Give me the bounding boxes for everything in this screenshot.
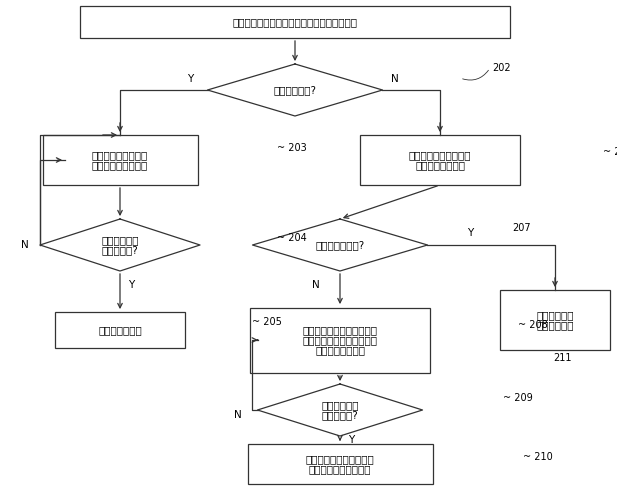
- Text: 202: 202: [492, 63, 511, 73]
- Text: ~ 205: ~ 205: [252, 317, 282, 327]
- Text: 暂不响应净化: 暂不响应净化: [536, 310, 574, 320]
- Text: 与设定温度值比较: 与设定温度值比较: [415, 160, 465, 170]
- Bar: [80, 6, 510, 38]
- Text: 号、启动臭氧发生器: 号、启动臭氧发生器: [92, 160, 148, 170]
- Text: 关闭室内机出风口、停止: 关闭室内机出风口、停止: [305, 454, 375, 464]
- Text: 检测室内环境温度值，: 检测室内环境温度值，: [408, 150, 471, 160]
- Text: ~ 209: ~ 209: [503, 393, 532, 403]
- Bar: [247, 444, 433, 484]
- Text: 207: 207: [512, 223, 531, 233]
- Text: 接收到净化空气启动信号，判断室内风机状态: 接收到净化空气启动信号，判断室内风机状态: [233, 17, 357, 27]
- Text: 响应净化空气启动信: 响应净化空气启动信: [92, 150, 148, 160]
- Text: Y: Y: [348, 435, 354, 445]
- Text: ~ 208: ~ 208: [518, 320, 548, 330]
- Bar: [55, 312, 185, 348]
- Text: 气退出信号?: 气退出信号?: [321, 410, 358, 420]
- Text: 停止臭氧发生器: 停止臭氧发生器: [98, 325, 142, 335]
- Text: N: N: [312, 280, 320, 290]
- Text: N: N: [391, 74, 399, 84]
- Text: ~ 203: ~ 203: [277, 143, 307, 153]
- Text: Y: Y: [128, 280, 135, 290]
- Bar: [500, 290, 610, 350]
- Text: ~ 210: ~ 210: [523, 452, 553, 462]
- Text: 211: 211: [553, 353, 571, 363]
- Text: Y: Y: [187, 74, 193, 84]
- Text: N: N: [234, 410, 242, 420]
- Bar: [43, 135, 197, 185]
- Text: 开室内机出风口、启动臭氧: 开室内机出风口、启动臭氧: [302, 335, 378, 345]
- Text: 响应净化空气启动信号，打: 响应净化空气启动信号，打: [302, 325, 378, 335]
- Text: 接收到净化空: 接收到净化空: [101, 235, 139, 245]
- Bar: [250, 308, 430, 372]
- Text: ~ 204: ~ 204: [277, 233, 307, 243]
- Text: 臭氧发生器和室内风机: 臭氧发生器和室内风机: [308, 464, 371, 474]
- Text: 发生器和室内风机: 发生器和室内风机: [315, 345, 365, 355]
- Text: 小于设定温度值?: 小于设定温度值?: [315, 240, 365, 250]
- Text: 气退出信号?: 气退出信号?: [102, 245, 138, 255]
- Text: N: N: [21, 240, 29, 250]
- Bar: [360, 135, 520, 185]
- Text: Y: Y: [467, 228, 473, 238]
- Text: ~ 206: ~ 206: [603, 147, 617, 157]
- Text: 空气启动信号: 空气启动信号: [536, 320, 574, 330]
- Text: 接收到净化空: 接收到净化空: [321, 400, 358, 410]
- Text: 室内风机运行?: 室内风机运行?: [273, 85, 317, 95]
